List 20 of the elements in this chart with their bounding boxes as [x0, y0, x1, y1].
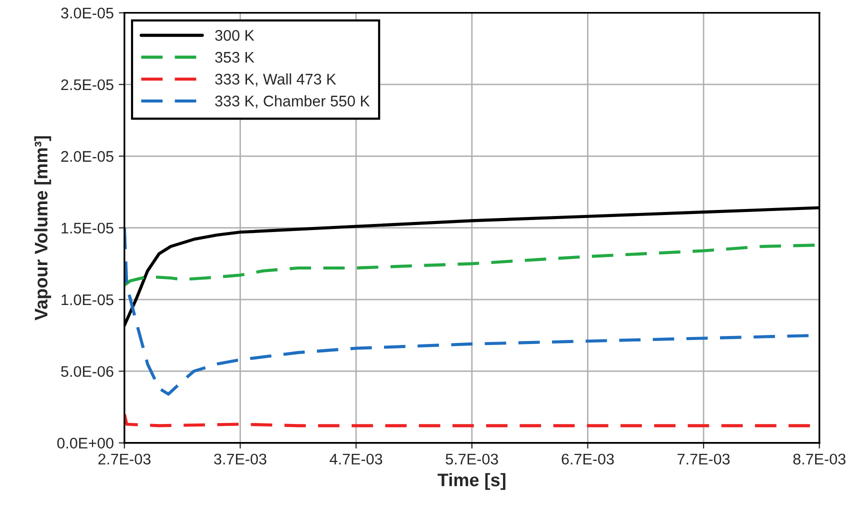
y-tick-label: 1.5E-05: [62, 222, 114, 234]
y-tick-label: 3.0E-05: [61, 8, 114, 18]
legend-label: 300 K: [215, 30, 254, 41]
y-axis-title: Vapour Volume [mm³]: [34, 136, 52, 320]
x-tick-label: 5.7E-03: [446, 454, 498, 465]
x-tick-label: 7.7E-03: [678, 454, 730, 465]
x-tick-label: 4.7E-03: [330, 454, 382, 465]
x-tick-label: 8.7E-03: [793, 454, 846, 465]
y-tick-label: 2.5E-05: [61, 79, 114, 90]
y-tick-label: 0.0E+00: [57, 438, 114, 449]
y-tick-label: 1.0E-05: [62, 294, 114, 306]
legend-label: 353 K: [215, 52, 254, 63]
x-tick-label: 6.7E-03: [562, 454, 614, 465]
x-axis-title: Time [s]: [438, 473, 506, 490]
y-tick-label: 2.0E-05: [61, 151, 114, 162]
x-tick-label: 2.7E-03: [98, 454, 150, 465]
x-tick-label: 3.7E-03: [214, 454, 266, 465]
legend-label: 333 K, Chamber 550 K: [215, 95, 370, 108]
y-tick-label: 5.0E-06: [61, 366, 114, 377]
legend-label: 333 K, Wall 473 K: [215, 73, 336, 86]
